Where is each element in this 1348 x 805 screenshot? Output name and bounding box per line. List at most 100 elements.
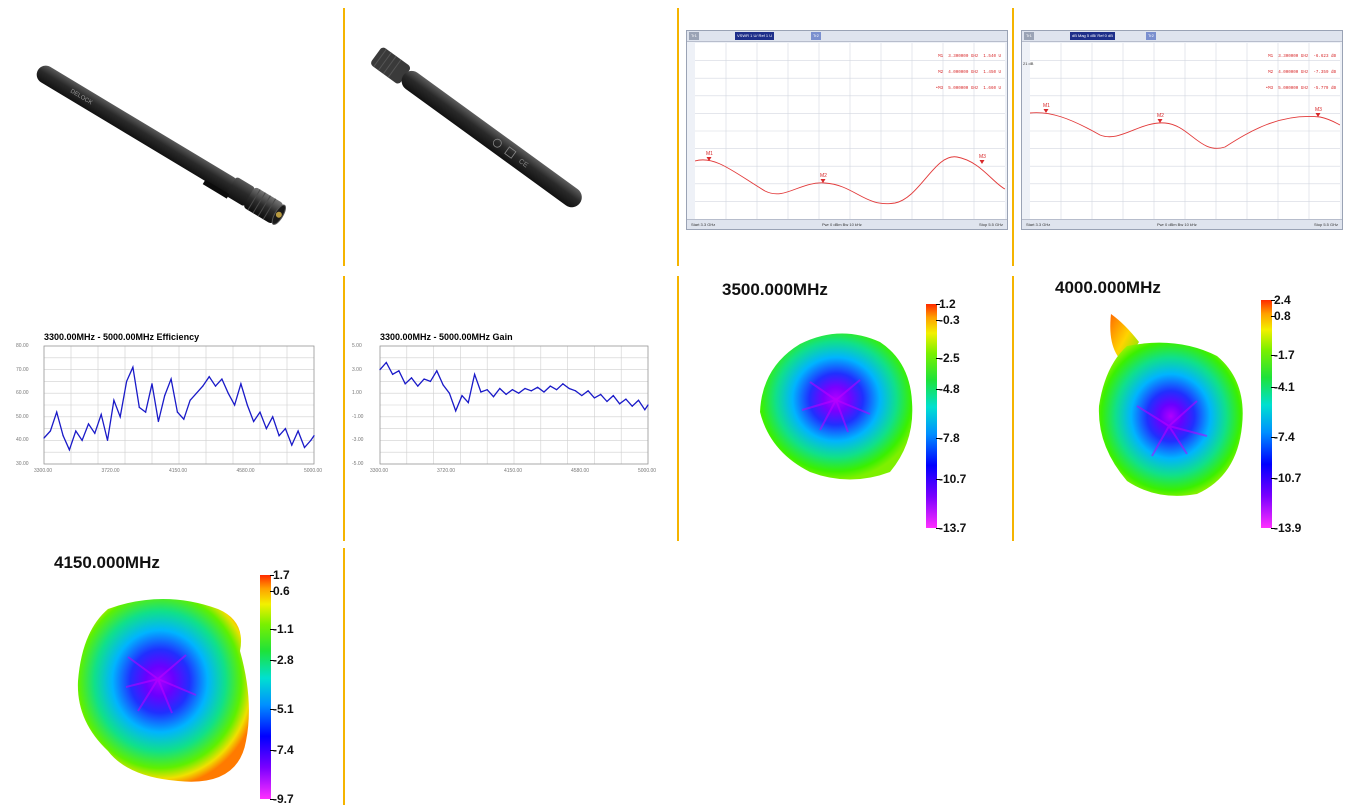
data-point <box>87 423 90 425</box>
tab-trace-1[interactable]: Tr1 <box>1024 32 1034 40</box>
data-point <box>518 392 520 394</box>
column-divider <box>343 276 345 541</box>
chart-grid <box>43 345 315 465</box>
marker-label: M3 <box>979 154 986 160</box>
pattern-title: 3500.000MHz <box>722 280 828 299</box>
data-point <box>549 385 551 387</box>
scale-tick <box>1271 436 1275 438</box>
y-tick-label: 60.00 <box>16 390 29 397</box>
data-point <box>562 383 564 385</box>
vna-toolbar: Tr1 dB Mag 5 dB/ Ref 0 dB Tr2 <box>1022 31 1342 42</box>
data-point <box>499 387 501 390</box>
tab-trace-1[interactable]: Tr1 <box>689 32 699 40</box>
data-point <box>581 394 583 397</box>
marker-row: •M3 5.000000 GHz 1.660 U <box>935 87 1001 92</box>
data-point <box>100 413 102 416</box>
data-point <box>600 393 602 395</box>
vna-toolbar: Tr1 VSWR 1 U/ Ref 1 U Tr2 <box>687 31 1007 42</box>
scale-tick <box>936 319 940 321</box>
marker-row: •M3 5.000000 GHz -5.779 dB <box>1265 87 1336 92</box>
x-tick-label: 3300.00 <box>34 468 53 474</box>
color-scale-bar <box>1261 300 1272 528</box>
scale-label: -1.1 <box>273 621 294 636</box>
data-point <box>543 391 545 393</box>
data-point <box>637 399 640 401</box>
data-point <box>214 385 217 387</box>
marker-triangle <box>820 179 826 183</box>
data-point <box>505 393 507 395</box>
data-point <box>75 430 77 432</box>
scale-tick <box>270 749 274 751</box>
data-point <box>455 410 457 412</box>
scale-label: -4.8 <box>939 382 960 397</box>
data-point <box>68 449 71 451</box>
x-tick-label: 4580.00 <box>236 468 255 474</box>
scale-tick <box>270 709 274 711</box>
data-point <box>492 396 495 398</box>
data-point <box>246 404 248 406</box>
data-point <box>49 430 51 432</box>
marker-row: M1 3.300000 GHz -6.623 dB <box>1268 54 1336 59</box>
scale-label: -1.7 <box>1274 347 1295 362</box>
color-scale-bar <box>926 304 937 528</box>
scale-label: -9.7 <box>273 792 294 805</box>
data-point <box>125 380 128 382</box>
data-point <box>253 420 255 423</box>
x-tick-label: 4150.00 <box>504 468 523 474</box>
data-point <box>448 392 450 394</box>
vna-statusbar: Start 3.3 GHz Pwr 0 dBm Bw 10 kHz Stop 5… <box>1022 219 1342 229</box>
data-point <box>113 399 115 401</box>
tab-vswr[interactable]: VSWR 1 U/ Ref 1 U <box>735 32 775 40</box>
data-point <box>291 444 293 446</box>
data-point <box>644 409 646 411</box>
x-tick-label: 3300.00 <box>370 468 389 474</box>
data-point <box>631 405 633 407</box>
data-point <box>587 390 589 392</box>
x-tick-label: 3720.00 <box>101 468 120 474</box>
data-point <box>43 437 45 439</box>
power-bandwidth: Pwr 0 dBm Bw 10 kHz <box>1157 222 1197 227</box>
gain-chart: 3300.00MHz - 5000.00MHz Gain 5.00 3.00 1.0… <box>346 270 676 540</box>
y-tick-label: -5.00 <box>352 461 364 467</box>
marker-triangle <box>1315 113 1321 117</box>
vna-grid: M1 M2 M3 <box>695 43 1005 219</box>
scale-tick <box>936 389 940 391</box>
data-point <box>313 435 315 437</box>
scale-tick <box>1271 300 1275 301</box>
data-point <box>278 435 280 437</box>
series-line <box>43 364 315 452</box>
tab-trace-2[interactable]: Tr2 <box>811 32 821 40</box>
data-point <box>568 387 570 390</box>
scale-label: -10.7 <box>939 471 967 486</box>
efficiency-chart: 3300.00MHz - 5000.00MHz Efficiency 80.00… <box>0 270 340 540</box>
data-point <box>259 411 261 413</box>
tab-trace-2[interactable]: Tr2 <box>1146 32 1156 40</box>
svg-text:CE: CE <box>517 158 529 170</box>
marker-row: M2 4.000000 GHz 1.450 U <box>938 71 1001 76</box>
data-point <box>593 397 595 399</box>
marker-triangle <box>1157 119 1163 123</box>
y-tick-label: 50.00 <box>16 413 29 420</box>
tab-db-mag[interactable]: dB Mag 5 dB/ Ref 0 dB <box>1070 32 1115 40</box>
data-point <box>106 439 109 441</box>
column-divider <box>1012 276 1014 541</box>
data-point <box>467 402 469 404</box>
data-point <box>574 390 577 392</box>
data-point <box>392 373 394 375</box>
scale-tick <box>270 660 274 662</box>
color-scale-bar <box>260 575 271 799</box>
data-point <box>202 385 204 387</box>
marker-row: M2 4.000000 GHz -7.359 dB <box>1268 71 1336 76</box>
power-bandwidth: Pwr 0 dBm Bw 10 kHz <box>822 222 862 227</box>
scale-tick <box>936 357 940 359</box>
data-point <box>272 416 274 418</box>
data-point <box>625 398 627 400</box>
marker-triangle <box>979 160 985 164</box>
scale-label: -2.8 <box>273 653 294 668</box>
marker-table: M1 3.300000 GHz 1.540 U M2 4.000000 GHz … <box>936 44 1001 103</box>
data-point <box>157 420 159 423</box>
data-point <box>606 400 608 403</box>
data-point <box>62 435 64 437</box>
data-point <box>473 373 476 375</box>
vna-vswr-panel: Tr1 VSWR 1 U/ Ref 1 U Tr2 M1 M2 M3 M1 3.30… <box>680 0 1010 265</box>
